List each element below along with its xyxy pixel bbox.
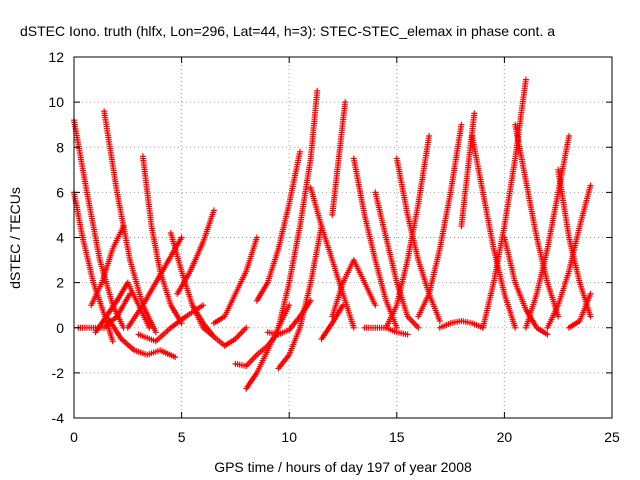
data-series-16 (253, 148, 303, 304)
y-tick-label: -4 (52, 410, 65, 426)
data-series-35 (512, 121, 562, 320)
data-marks (350, 155, 400, 331)
y-tick-label: 10 (48, 94, 64, 110)
data-series-18 (275, 223, 325, 372)
data-marks (275, 87, 321, 331)
data-marks (512, 121, 562, 320)
data-marks (307, 184, 357, 331)
data-series-13 (210, 234, 260, 327)
data-series-7 (124, 234, 185, 331)
data-marks (189, 302, 250, 349)
data-marks (88, 223, 127, 309)
data-marks (566, 290, 594, 331)
data-marks (105, 315, 179, 361)
data-series-39 (566, 290, 594, 331)
data-series-34 (501, 234, 551, 338)
data-series-3 (92, 279, 153, 336)
data-marks (501, 234, 551, 338)
x-tick-label: 10 (281, 429, 297, 445)
y-tick-label: 0 (56, 320, 64, 336)
x-tick-label: 0 (70, 429, 78, 445)
data-marks (253, 148, 303, 304)
y-tick-label: 12 (48, 49, 64, 65)
y-tick-label: 6 (56, 184, 64, 200)
data-series-19 (275, 87, 321, 331)
data-series-5 (105, 315, 179, 361)
data-layer (71, 76, 594, 392)
data-series-11 (174, 207, 217, 297)
data-marks (436, 318, 486, 331)
y-tick-label: 4 (56, 230, 64, 246)
data-marks (275, 223, 325, 372)
data-series-20 (307, 184, 357, 331)
data-marks (210, 234, 260, 327)
data-marks (393, 155, 443, 324)
data-series-8 (139, 153, 185, 327)
plot-frame (73, 56, 613, 419)
data-series-12 (189, 302, 250, 349)
data-marks (415, 121, 465, 320)
data-series-36 (522, 133, 572, 331)
data-series-22 (329, 99, 349, 218)
data-series-30 (436, 318, 486, 331)
data-marks (101, 108, 159, 336)
data-marks (329, 257, 379, 320)
data-series-26 (372, 189, 422, 331)
x-tick-label: 20 (497, 429, 513, 445)
data-marks (383, 133, 433, 331)
x-tick-label: 15 (389, 429, 405, 445)
data-series-24 (350, 155, 400, 331)
x-axis-label: GPS time / hours of day 197 of year 2008 (214, 459, 472, 475)
y-tick-label: 2 (56, 275, 64, 291)
y-axis-label: dSTEC / TECUs (7, 187, 23, 289)
data-marks (139, 153, 185, 327)
data-marks (522, 133, 572, 331)
data-marks (318, 302, 346, 342)
data-series-29 (415, 121, 465, 320)
data-series-28 (393, 155, 443, 324)
y-tick-label: -2 (52, 365, 65, 381)
data-marks (124, 234, 185, 331)
data-marks (329, 99, 349, 218)
data-marks (372, 189, 422, 331)
x-tick-label: 5 (178, 429, 186, 445)
data-series-23 (329, 257, 379, 320)
data-marks (174, 207, 217, 297)
data-series-4 (101, 108, 159, 336)
data-series-27 (383, 133, 433, 331)
data-series-6 (88, 223, 127, 309)
data-series-21 (318, 302, 346, 342)
data-marks (92, 279, 153, 336)
chart-title: dSTEC Iono. truth (hlfx, Lon=296, Lat=44… (20, 23, 555, 39)
y-tick-label: 8 (56, 139, 64, 155)
x-tick-label: 25 (604, 429, 620, 445)
